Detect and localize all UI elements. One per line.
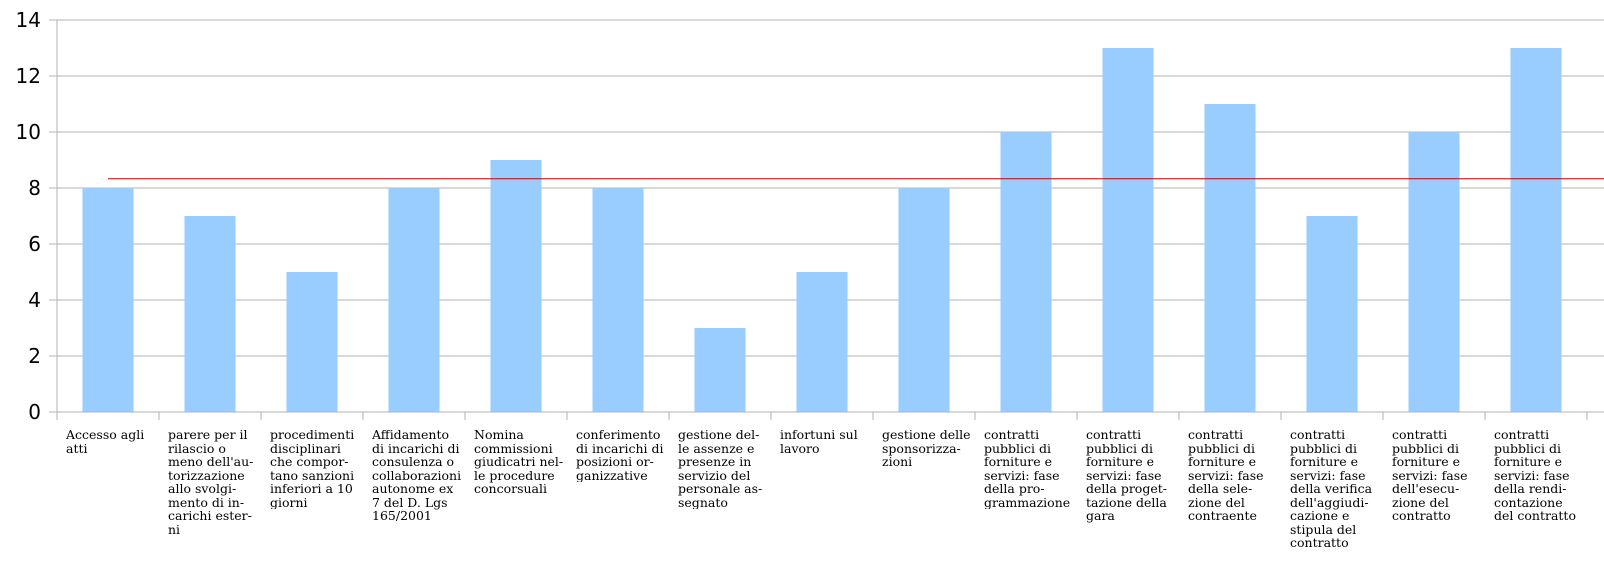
y-axis-ticks: 0 2 4 6 8 10 12 14 (16, 8, 57, 424)
x-tick-label: gestione delle sponsorizza- zioni (882, 428, 971, 469)
x-tick-label: Nomina commissioni giudicatri nel- le pr… (474, 428, 564, 496)
y-tick-label: 6 (28, 232, 41, 256)
y-tick-label: 0 (28, 400, 41, 424)
x-tick-label: contratti pubblici di forniture e serviz… (1494, 428, 1576, 523)
x-tick-label: contratti pubblici di forniture e serviz… (1086, 428, 1167, 523)
y-tick-label: 2 (28, 344, 41, 368)
bar (388, 188, 440, 412)
bar (1000, 132, 1052, 412)
bar (490, 160, 542, 412)
bar (184, 216, 236, 412)
bar (1204, 104, 1256, 412)
x-tick-label: contratti pubblici di forniture e serviz… (1290, 428, 1373, 550)
bar (82, 188, 134, 412)
x-tick-label: contratti pubblici di forniture e serviz… (1188, 428, 1264, 523)
bar (694, 328, 746, 412)
x-tick-label: parere per il rilascio o meno dell'au- t… (168, 428, 254, 536)
bar (592, 188, 644, 412)
bar (1306, 216, 1358, 412)
x-tick-label: gestione del- le assenze e presenze in s… (678, 428, 763, 509)
y-tick-label: 4 (28, 288, 41, 312)
x-tick-label: procedimenti disciplinari che compor- ta… (270, 428, 355, 509)
x-tick-label: conferimento di incarichi di posizioni o… (576, 428, 664, 482)
y-tick-label: 14 (16, 8, 41, 32)
bar (1408, 132, 1460, 412)
bars (82, 48, 1562, 412)
x-tick-label: Accesso agli atti (66, 428, 145, 455)
x-tick-label: Affidamento di incarichi di consulenza o… (372, 428, 462, 523)
y-tick-label: 8 (28, 176, 41, 200)
bar (796, 272, 848, 412)
bar (286, 272, 338, 412)
bar (1102, 48, 1154, 412)
x-tick-label: contratti pubblici di forniture e serviz… (984, 428, 1071, 509)
y-tick-label: 12 (16, 64, 41, 88)
y-tick-label: 10 (16, 120, 41, 144)
bar (1510, 48, 1562, 412)
bar (898, 188, 950, 412)
x-tick-label: infortuni sul lavoro (780, 428, 858, 455)
axes (56, 20, 1604, 420)
x-tick-label: contratti pubblici di forniture e serviz… (1392, 428, 1468, 523)
